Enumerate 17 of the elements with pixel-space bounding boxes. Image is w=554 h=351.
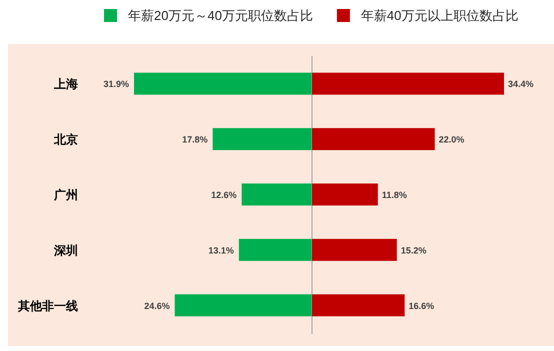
data-label: 13.1% — [208, 245, 234, 256]
data-label: 12.6% — [211, 190, 237, 200]
y-tick-label: 深圳 — [53, 243, 78, 258]
data-label: 24.6% — [144, 300, 170, 311]
data-label: 31.9% — [103, 79, 129, 90]
y-tick-label: 广州 — [53, 188, 78, 202]
y-tick-label: 北京 — [53, 132, 78, 147]
y-tick-label: 上海 — [53, 77, 78, 92]
y-tick-label: 其他非一线 — [17, 298, 78, 313]
data-label: 22.0% — [438, 134, 464, 145]
legend-label: 年薪40万元以上职位数占比 — [360, 8, 518, 23]
data-label: 17.8% — [182, 134, 208, 145]
data-label: 11.8% — [382, 190, 407, 200]
data-label: 34.4% — [508, 79, 534, 90]
legend-label: 年薪20万元～40万元职位数占比 — [128, 8, 313, 23]
data-label: 15.2% — [400, 245, 426, 256]
data-label: 16.6% — [408, 300, 434, 311]
